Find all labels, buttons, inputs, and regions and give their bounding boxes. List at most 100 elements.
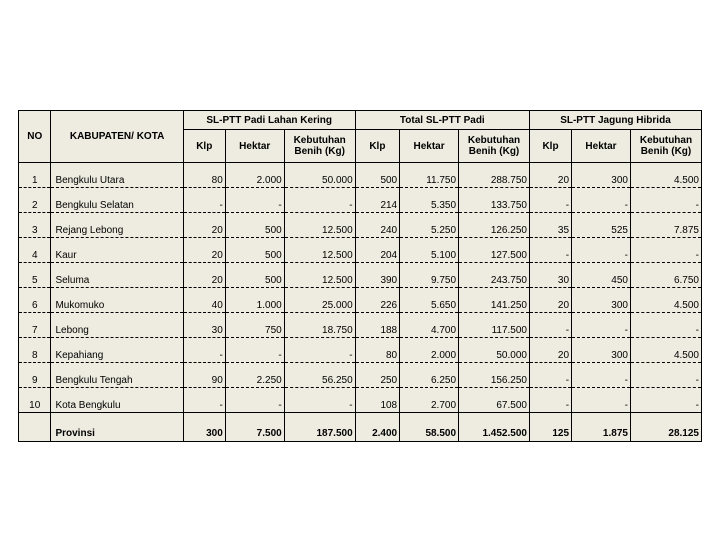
cell-val: 20 [529, 338, 571, 363]
cell-val: 204 [355, 238, 399, 263]
cell-val: 2.000 [400, 338, 459, 363]
cell-val: 12.500 [284, 213, 355, 238]
cell-val: 156.250 [459, 363, 530, 388]
cell-val: - [572, 238, 631, 263]
cell-val: 750 [225, 313, 284, 338]
cell-val: 9.750 [400, 263, 459, 288]
table-row: 4Kaur2050012.5002045.100127.500--- [19, 238, 702, 263]
cell-name: Bengkulu Tengah [51, 363, 183, 388]
cell-name: Kepahiang [51, 338, 183, 363]
cell-val: 500 [355, 163, 399, 188]
col-benih: Kebutuhan Benih (Kg) [284, 130, 355, 163]
cell-no: 8 [19, 338, 51, 363]
cell-val: 187.500 [284, 413, 355, 442]
cell-val: 5.650 [400, 288, 459, 313]
cell-val: 188 [355, 313, 399, 338]
cell-no: 9 [19, 363, 51, 388]
cell-val: 141.250 [459, 288, 530, 313]
cell-val: 20 [183, 263, 225, 288]
table-row: 5Seluma2050012.5003909.750243.750304506.… [19, 263, 702, 288]
col-hektar: Hektar [225, 130, 284, 163]
cell-val: 4.500 [630, 163, 701, 188]
cell-val: 18.750 [284, 313, 355, 338]
cell-val: 7.500 [225, 413, 284, 442]
cell-val: 25.000 [284, 288, 355, 313]
cell-val: 5.250 [400, 213, 459, 238]
cell-val: 5.100 [400, 238, 459, 263]
cell-val: 1.875 [572, 413, 631, 442]
col-no: NO [19, 111, 51, 163]
cell-val: 2.250 [225, 363, 284, 388]
table-row: 3Rejang Lebong2050012.5002405.250126.250… [19, 213, 702, 238]
cell-val: 20 [529, 288, 571, 313]
col-hektar: Hektar [400, 130, 459, 163]
cell-name: Lebong [51, 313, 183, 338]
cell-val: 50.000 [459, 338, 530, 363]
cell-val: 2.000 [225, 163, 284, 188]
cell-val: 6.750 [630, 263, 701, 288]
table-row: 6Mukomuko401.00025.0002265.650141.250203… [19, 288, 702, 313]
cell-val: 500 [225, 238, 284, 263]
cell-val: 35 [529, 213, 571, 238]
cell-val: 288.750 [459, 163, 530, 188]
cell-val: - [572, 188, 631, 213]
cell-val: 11.750 [400, 163, 459, 188]
cell-val: - [183, 388, 225, 413]
cell-name: Kota Bengkulu [51, 388, 183, 413]
cell-val: 214 [355, 188, 399, 213]
cell-val: - [572, 313, 631, 338]
col-klp: Klp [183, 130, 225, 163]
cell-no: 7 [19, 313, 51, 338]
cell-val: 40 [183, 288, 225, 313]
cell-val: 1.452.500 [459, 413, 530, 442]
cell-val: - [572, 388, 631, 413]
cell-val: - [284, 388, 355, 413]
cell-val: 58.500 [400, 413, 459, 442]
cell-val: 12.500 [284, 238, 355, 263]
cell-val: 67.500 [459, 388, 530, 413]
cell-val: 20 [183, 238, 225, 263]
cell-val: 7.875 [630, 213, 701, 238]
cell-val: - [183, 188, 225, 213]
cell-val: 6.250 [400, 363, 459, 388]
cell-val: - [225, 188, 284, 213]
cell-val: 28.125 [630, 413, 701, 442]
cell-val: 525 [572, 213, 631, 238]
cell-name: Mukomuko [51, 288, 183, 313]
cell-val: - [225, 338, 284, 363]
cell-val: 2.400 [355, 413, 399, 442]
table-row: 1Bengkulu Utara802.00050.00050011.750288… [19, 163, 702, 188]
cell-no: 1 [19, 163, 51, 188]
cell-val: - [630, 238, 701, 263]
cell-no: 5 [19, 263, 51, 288]
col-kab: KABUPATEN/ KOTA [51, 111, 183, 163]
data-table: NO KABUPATEN/ KOTA SL-PTT Padi Lahan Ker… [18, 110, 702, 442]
cell-val: - [630, 388, 701, 413]
cell-val: - [225, 388, 284, 413]
group-2: Total SL-PTT Padi [355, 111, 529, 130]
cell-val: 20 [183, 213, 225, 238]
cell-val: 108 [355, 388, 399, 413]
cell-no: 6 [19, 288, 51, 313]
cell-val: 4.700 [400, 313, 459, 338]
cell-no: 10 [19, 388, 51, 413]
cell-val: 300 [183, 413, 225, 442]
cell-val: 300 [572, 163, 631, 188]
cell-no [19, 413, 51, 442]
cell-val: 450 [572, 263, 631, 288]
col-benih: Kebutuhan Benih (Kg) [630, 130, 701, 163]
cell-val: 390 [355, 263, 399, 288]
table-row: 9Bengkulu Tengah902.25056.2502506.250156… [19, 363, 702, 388]
table-row: 7Lebong3075018.7501884.700117.500--- [19, 313, 702, 338]
total-row: Provinsi3007.500187.5002.40058.5001.452.… [19, 413, 702, 442]
cell-val: 243.750 [459, 263, 530, 288]
cell-val: 5.350 [400, 188, 459, 213]
cell-val: 12.500 [284, 263, 355, 288]
cell-val: 50.000 [284, 163, 355, 188]
cell-val: 133.750 [459, 188, 530, 213]
cell-name: Bengkulu Selatan [51, 188, 183, 213]
cell-name: Seluma [51, 263, 183, 288]
cell-val: 250 [355, 363, 399, 388]
cell-val: 90 [183, 363, 225, 388]
cell-val: 126.250 [459, 213, 530, 238]
